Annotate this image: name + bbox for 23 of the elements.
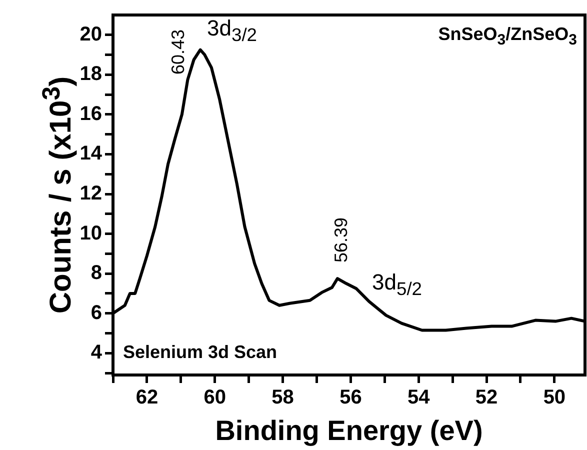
x-tick-label: 50 — [543, 386, 566, 409]
y-tick-label: 4 — [90, 342, 103, 364]
annotation: 3d$_{5/2}$ — [372, 270, 422, 300]
y-tick-label: 20 — [80, 23, 102, 46]
y-tick-label: 14 — [80, 142, 103, 165]
y-tick-label: 12 — [80, 182, 102, 205]
y-tick-label: 8 — [90, 262, 102, 284]
y-tick-label: 10 — [80, 222, 102, 244]
annotation: Selenium 3d Scan — [123, 342, 278, 362]
annotation: 3d$_{3/2}$ — [207, 16, 257, 46]
y-tick-label: 18 — [80, 63, 102, 86]
x-tick-label: 58 — [272, 386, 294, 409]
x-tick-label: 60 — [204, 386, 226, 409]
x-axis-title: Binding Energy (eV) — [215, 415, 483, 446]
y-tick-label: 6 — [90, 302, 102, 324]
x-tick-label: 62 — [136, 386, 158, 409]
y-tick-label: 16 — [80, 102, 102, 125]
annotation: 56.39 — [331, 217, 351, 263]
x-tick-label: 52 — [475, 386, 498, 409]
x-tick-label: 56 — [340, 386, 362, 409]
annotation: SnSeO$_{3}$/ZnSeO$_{3}$ — [438, 24, 577, 49]
annotation: 60.43 — [168, 29, 188, 75]
x-tick-label: 54 — [407, 386, 431, 409]
